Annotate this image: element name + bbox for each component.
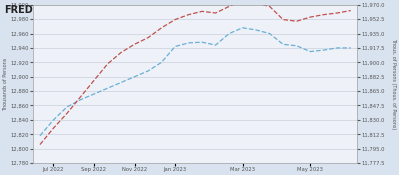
- Y-axis label: Thous. of Persons (Thous. of Persons): Thous. of Persons (Thous. of Persons): [391, 38, 396, 130]
- Text: FRED: FRED: [4, 5, 33, 15]
- Y-axis label: Thousands of Persons: Thousands of Persons: [3, 57, 8, 111]
